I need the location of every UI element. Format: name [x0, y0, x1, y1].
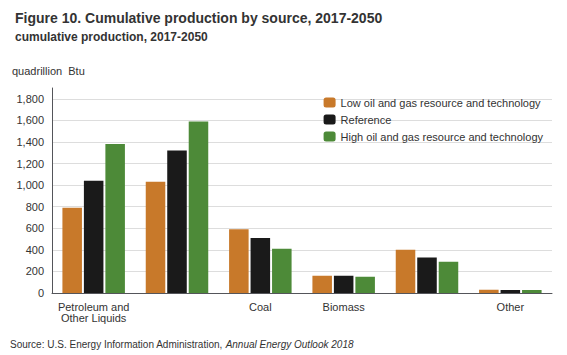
svg-text:1,000: 1,000	[16, 179, 44, 191]
svg-text:Source: U.S. Energy Informatio: Source: U.S. Energy Information Administ…	[10, 339, 225, 350]
svg-text:Biomass: Biomass	[323, 301, 366, 313]
svg-text:Petroleum and: Petroleum and	[57, 300, 130, 313]
svg-text:Reference: Reference	[341, 114, 392, 126]
svg-text:600: 600	[26, 222, 44, 234]
svg-text:Annual Energy Outlook 2018: Annual Energy Outlook 2018	[225, 339, 354, 350]
svg-text:200: 200	[26, 265, 44, 277]
svg-text:0: 0	[38, 287, 44, 299]
svg-text:quadrillion Btu: quadrillion Btu	[12, 65, 85, 77]
svg-text:400: 400	[26, 244, 44, 256]
svg-text:1,600: 1,600	[16, 114, 44, 126]
svg-text:cumulative production, 2017-20: cumulative production, 2017-2050	[15, 30, 208, 44]
svg-text:High oil and gas resource and: High oil and gas resource and technology	[341, 131, 544, 143]
svg-text:Other Liquids: Other Liquids	[61, 312, 127, 324]
svg-text:Coal: Coal	[249, 301, 272, 313]
svg-text:Other: Other	[497, 301, 525, 313]
svg-text:Figure 10. Cumulative producti: Figure 10. Cumulative production by sour…	[15, 10, 382, 26]
svg-text:1,800: 1,800	[16, 93, 44, 105]
svg-text:1,400: 1,400	[16, 136, 44, 148]
svg-text:Low oil and gas resource and t: Low oil and gas resource and technology	[341, 97, 541, 109]
svg-text:1,200: 1,200	[16, 158, 44, 170]
svg-text:800: 800	[26, 201, 44, 213]
